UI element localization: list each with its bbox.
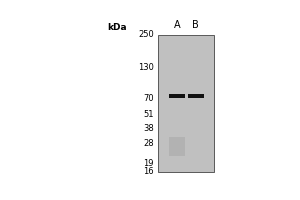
Text: B: B xyxy=(192,20,199,30)
Text: 70: 70 xyxy=(143,94,154,103)
Text: 38: 38 xyxy=(143,124,154,133)
Text: 250: 250 xyxy=(138,30,154,39)
Text: kDa: kDa xyxy=(107,23,127,32)
Text: 130: 130 xyxy=(138,63,154,72)
Text: A: A xyxy=(173,20,180,30)
Text: 19: 19 xyxy=(143,159,154,168)
Text: 16: 16 xyxy=(143,167,154,176)
Text: 28: 28 xyxy=(143,139,154,148)
Bar xyxy=(188,94,204,98)
Bar xyxy=(169,137,184,156)
Bar xyxy=(169,94,184,98)
Text: 51: 51 xyxy=(143,110,154,119)
Bar xyxy=(158,35,214,172)
